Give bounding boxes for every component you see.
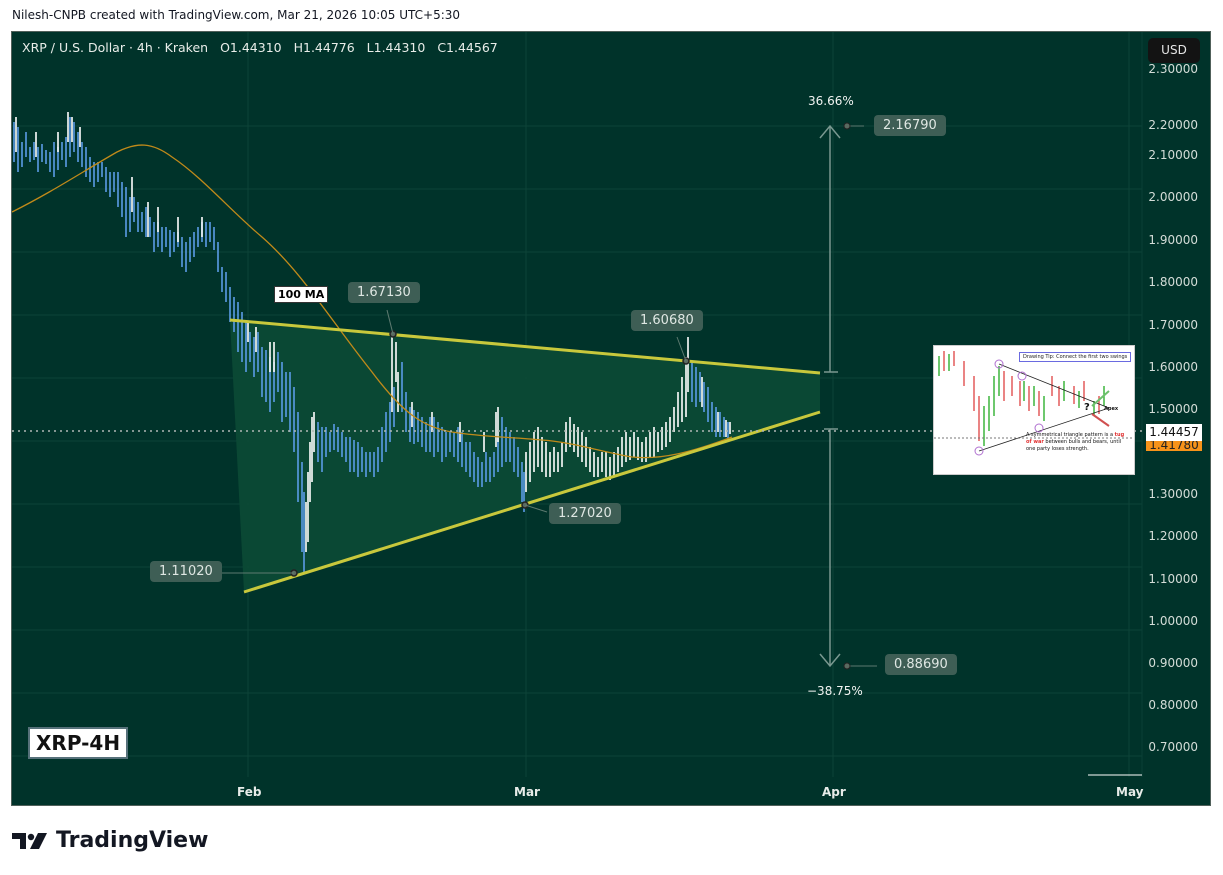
projection-arrows [819,124,841,668]
price-axis-label: 2.00000 [1148,190,1198,204]
tradingview-logo-icon [12,832,47,849]
chart-pane[interactable]: XRP / U.S. Dollar · 4h · Kraken O1.44310… [11,31,1211,806]
price-axis-label: 0.80000 [1148,698,1198,712]
target-down-percent: −38.75% [807,684,863,698]
price-chart-canvas[interactable] [12,32,1210,805]
current-price-badge: 1.44457 [1146,424,1202,441]
target-up-label: 2.16790 [874,115,946,136]
time-axis-label: Apr [822,785,846,799]
swing-high-label: 1.67130 [348,282,420,303]
inset-drawing-tip: Drawing Tip: Connect the first two swing… [1019,352,1132,362]
price-axis-label: 1.60000 [1148,360,1198,374]
symbol-info: XRP / U.S. Dollar · 4h · Kraken O1.44310… [22,40,506,55]
time-axis-label: Feb [237,785,262,799]
inset-apex-label: Apex [1104,406,1119,412]
target-down-label: 0.88690 [885,654,957,675]
target-up-percent: 36.66% [808,94,854,108]
ohlc-close: C1.44567 [437,40,498,55]
price-axis-label: 2.20000 [1148,118,1198,132]
ohlc-low: L1.44310 [366,40,426,55]
tradingview-logo-text: TradingView [56,828,209,853]
inset-note: A symmetrical triangle pattern is a tug … [1026,432,1125,452]
ohlc-open: O1.44310 [220,40,282,55]
inset-question-mark: ? [1084,402,1090,413]
symbol-title[interactable]: XRP / U.S. Dollar · 4h · Kraken [22,40,209,55]
ma-price-badge: 1.41780 [1146,441,1202,451]
currency-button[interactable]: USD [1148,38,1200,63]
candles [13,112,731,572]
swing-high-label: 1.60680 [631,310,703,331]
time-axis-label: Mar [514,785,540,799]
price-axis-label: 1.80000 [1148,275,1198,289]
chart-attribution: Nilesh-CNPB created with TradingView.com… [12,8,461,22]
swing-low-label: 1.27020 [549,503,621,524]
chart-tag: XRP-4H [28,727,129,759]
label-leaders [217,125,877,667]
price-axis-label: 2.10000 [1148,148,1198,162]
upper-trendline [229,318,821,375]
price-axis-label: 2.30000 [1148,62,1198,76]
price-axis-label: 0.70000 [1148,740,1198,754]
inset-chart-graphic: ? [934,351,1134,456]
lower-trendline [243,410,821,594]
pattern-reference-inset: ? Drawing Tip: Connect the first two swi… [933,345,1135,475]
price-axis-label: 0.90000 [1148,656,1198,670]
swing-low-label: 1.11020 [150,561,222,582]
price-axis-label: 1.20000 [1148,529,1198,543]
tradingview-logo[interactable]: TradingView [12,828,208,853]
price-axis-label: 1.10000 [1148,572,1198,586]
price-axis-label: 1.90000 [1148,233,1198,247]
price-axis-label: 1.70000 [1148,318,1198,332]
price-axis-label: 1.50000 [1148,402,1198,416]
triangle-fill [230,320,820,592]
ohlc-high: H1.44776 [293,40,355,55]
ma-100-line [12,144,733,459]
price-axis-label: 1.00000 [1148,614,1198,628]
ma-100-label: 100 MA [274,286,329,303]
time-axis-label: May [1116,785,1144,799]
price-axis-label: 1.30000 [1148,487,1198,501]
